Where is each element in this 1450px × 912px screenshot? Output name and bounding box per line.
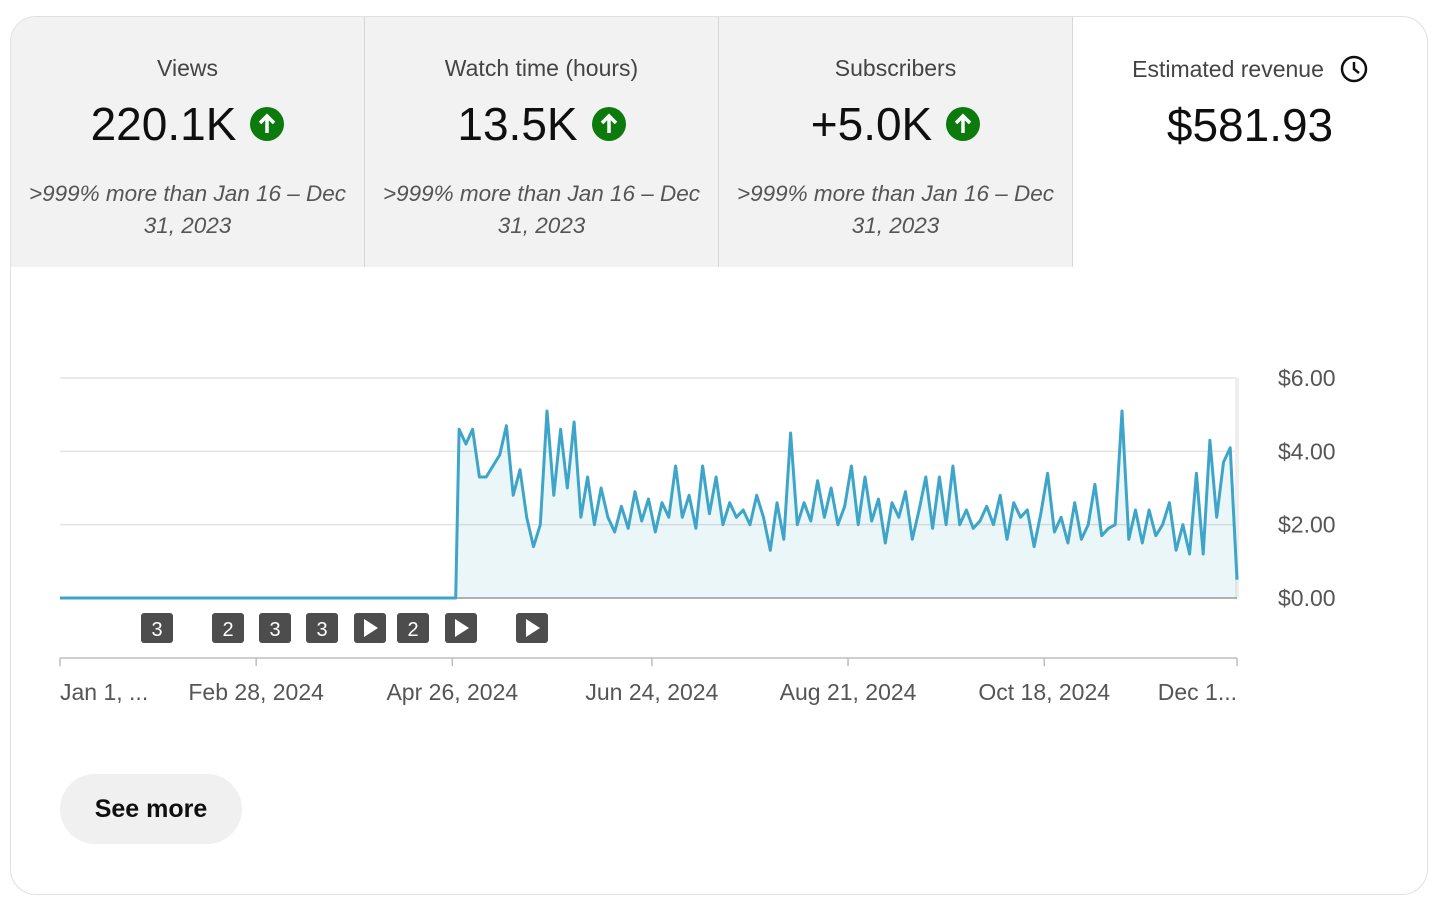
x-tick-label: Jan 1, ...	[60, 679, 148, 705]
metric-value-row: 13.5K	[365, 96, 718, 152]
y-tick-label: $0.00	[1278, 585, 1336, 611]
count-marker[interactable]: 3	[306, 613, 338, 643]
count-marker[interactable]: 2	[212, 613, 244, 643]
marker-label: 2	[407, 619, 418, 641]
marker-label: 3	[316, 619, 327, 641]
x-tick-label: Apr 26, 2024	[386, 679, 518, 705]
metric-comparison: >999% more than Jan 16 – Dec 31, 2023	[736, 181, 1055, 238]
see-more-button[interactable]: See more	[60, 774, 242, 844]
count-marker[interactable]: 3	[141, 613, 173, 643]
line	[60, 409, 1239, 600]
up-icon	[946, 107, 981, 141]
count-marker[interactable]: 2	[397, 613, 429, 643]
metric-value: $581.93	[1166, 99, 1334, 151]
marker-box	[306, 613, 338, 643]
metric-comparison: >999% more than Jan 16 – Dec 31, 2023	[28, 181, 347, 238]
metric-label: Watch time (hours)	[444, 55, 639, 81]
video-marker[interactable]	[516, 613, 548, 643]
marker-label: 2	[222, 619, 233, 641]
metric-comparison: >999% more than Jan 16 – Dec 31, 2023	[382, 181, 701, 238]
marker-label: 3	[269, 619, 280, 641]
x-tick-label: Aug 21, 2024	[780, 679, 917, 705]
marker-box	[212, 613, 244, 643]
play-icon	[364, 619, 378, 637]
video-marker[interactable]	[354, 613, 386, 643]
x-tick-label: Jun 24, 2024	[585, 679, 718, 705]
metric-value: 13.5K	[457, 98, 578, 150]
play-icon	[526, 619, 540, 637]
metric-value: 220.1K	[90, 98, 237, 150]
metric-tile[interactable]: Views 220.1K >999% more than Jan 16 – De…	[11, 17, 365, 267]
metric-label: Views	[157, 55, 218, 81]
analytics-card: Views 220.1K >999% more than Jan 16 – De…	[10, 16, 1428, 895]
metric-value-row: +5.0K	[719, 96, 1072, 152]
metric-tile[interactable]: Estimated revenue $581.93	[1073, 17, 1427, 267]
metric-label: Subscribers	[834, 55, 957, 81]
y-tick-label: $4.00	[1278, 438, 1336, 464]
marker-box	[141, 613, 173, 643]
x-tick-label: Oct 18, 2024	[978, 679, 1110, 705]
metric-tile[interactable]: Subscribers +5.0K >999% more than Jan 16…	[719, 17, 1073, 267]
marker-label: 3	[151, 619, 162, 641]
y-tick-label: $6.00	[1278, 365, 1336, 391]
metric-tile[interactable]: Watch time (hours) 13.5K >999% more than…	[365, 17, 719, 267]
metric-value: +5.0K	[810, 98, 933, 150]
play-icon	[455, 619, 469, 637]
x-tick-label: Dec 1...	[1158, 679, 1237, 705]
metric-value-row: 220.1K	[11, 96, 364, 152]
clock-icon	[1340, 55, 1368, 83]
marker-box	[259, 613, 291, 643]
x-tick-label: Feb 28, 2024	[188, 679, 324, 705]
video-marker[interactable]	[445, 613, 477, 643]
y-tick-label: $2.00	[1278, 512, 1336, 538]
count-marker[interactable]: 3	[259, 613, 291, 643]
up-icon	[591, 107, 626, 141]
marker-box	[397, 613, 429, 643]
up-icon	[250, 107, 285, 141]
metric-label: Estimated revenue	[1132, 55, 1324, 82]
metric-label-row: Estimated revenue	[1073, 55, 1427, 83]
